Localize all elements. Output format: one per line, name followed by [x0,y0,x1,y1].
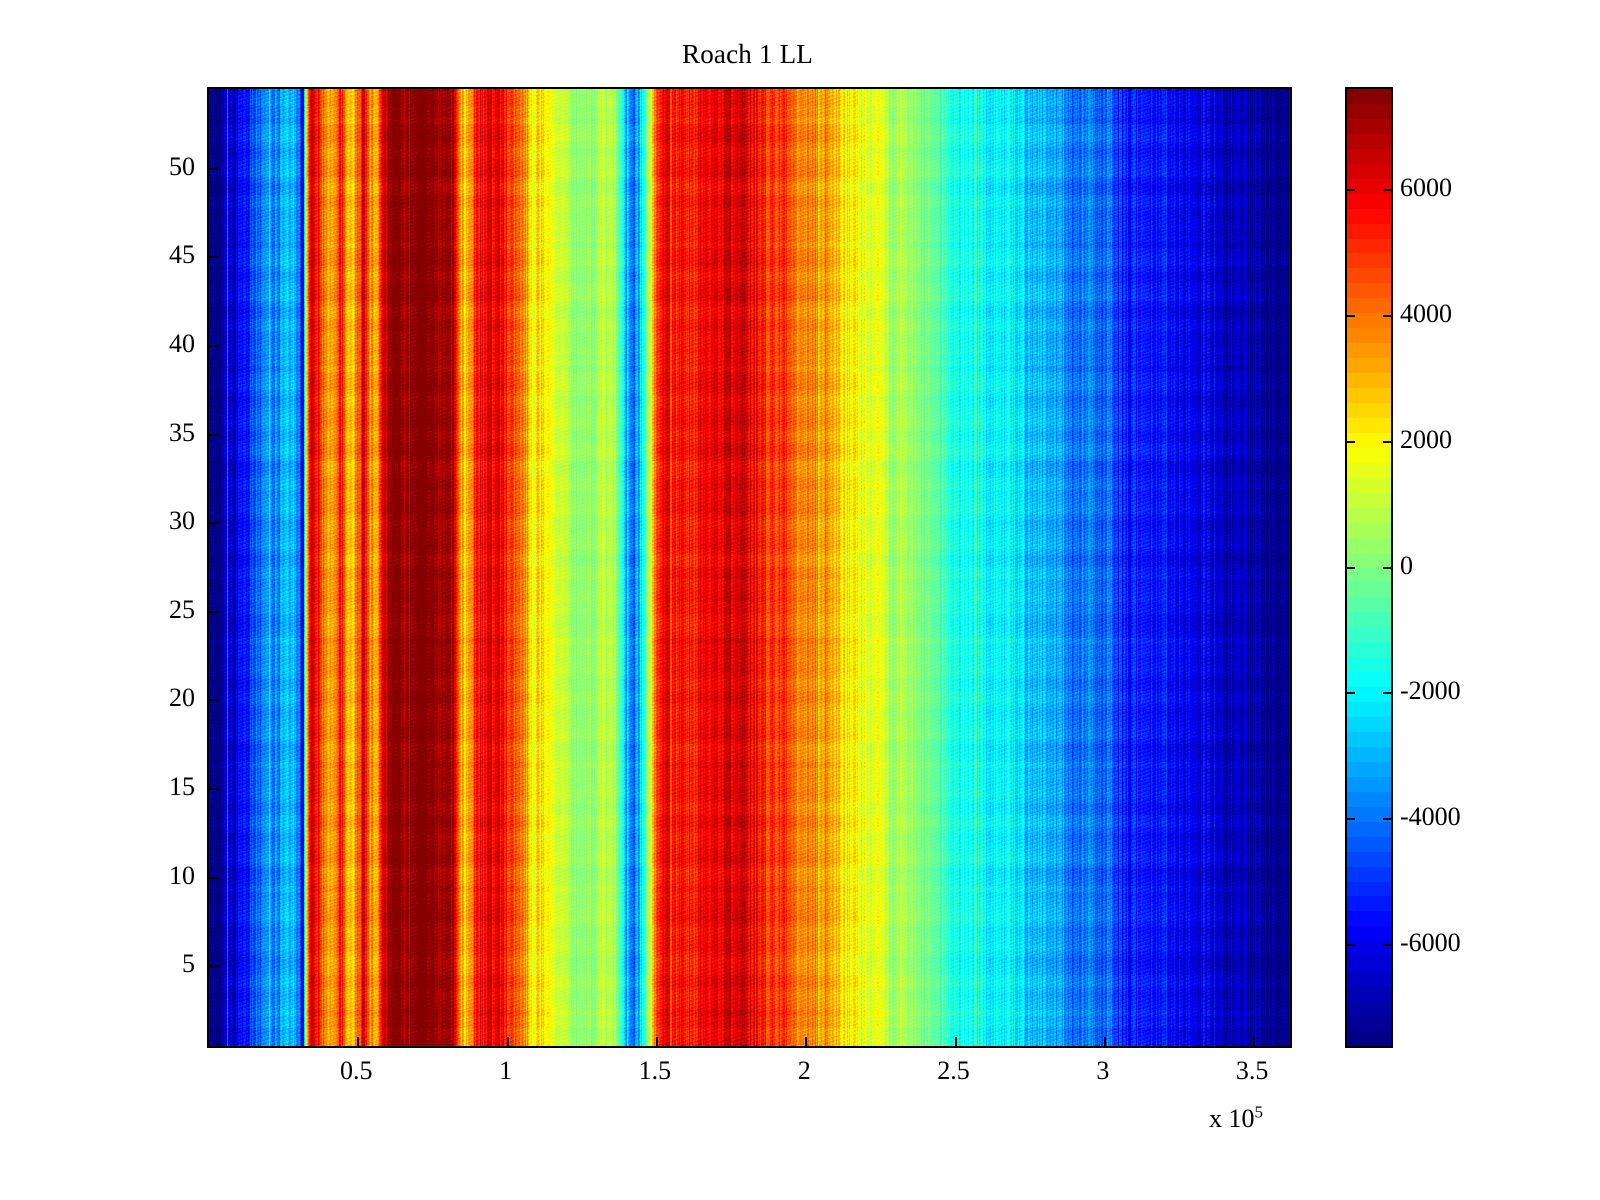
x-axis-tick-label: 0.5 [340,1056,373,1085]
heatmap-image [209,89,1290,1046]
y-axis-tick-mark [209,433,218,436]
colorbar-tick-label: 4000 [1400,298,1452,328]
colorbar[interactable] [1345,87,1393,1048]
y-axis-tick-label: 50 [169,151,195,181]
heatmap-axes[interactable] [207,87,1292,1048]
page-title: Roach 1 LL [682,39,813,69]
x-axis-tick-mark [1253,1037,1256,1046]
y-axis-tick-mark [209,344,218,347]
colorbar-tick-label: -4000 [1400,802,1461,832]
y-axis-tick-mark [209,965,218,968]
x-axis-tick-label: 3 [1096,1056,1110,1085]
y-axis-tick-mark [209,522,218,525]
colorbar-tick-label: 2000 [1400,424,1452,454]
colorbar-tick-mark [1383,818,1391,821]
colorbar-tick-label: -6000 [1400,928,1461,958]
x-axis-tick-mark [1103,1037,1106,1046]
y-axis-tick-mark [209,788,218,791]
colorbar-tick-mark [1383,566,1391,569]
colorbar-tick-mark [1347,692,1355,695]
x-axis-tick-label: 2 [797,1056,811,1085]
y-axis-tick-label: 20 [169,683,195,713]
x-axis-tick-label: 1 [499,1056,513,1085]
y-axis-tick-mark [209,167,218,170]
x-axis-tick-label: 1.5 [638,1056,672,1085]
y-axis-tick-label: 15 [169,772,195,802]
y-axis-tick-mark [209,876,218,879]
colorbar-tick-label: 6000 [1400,172,1452,202]
y-axis-tick-label: 5 [182,949,195,979]
x-axis-tick-mark [506,1037,509,1046]
y-axis-tick-label: 10 [169,860,195,890]
y-axis-tick-label: 35 [169,417,195,447]
colorbar-tick-label: 0 [1400,550,1413,580]
colorbar-tick-mark [1347,440,1355,443]
colorbar-tick-mark [1347,944,1355,947]
x-axis-tick-mark [357,1037,360,1046]
colorbar-tick-mark [1383,692,1391,695]
y-axis-tick-label: 30 [169,506,195,536]
x-axis-tick-mark [954,1037,957,1046]
x-axis-exponent-base: x 10 [1209,1104,1255,1133]
colorbar-tick-mark [1383,314,1391,317]
x-axis-exponent-label: x 105 [1209,1102,1264,1133]
x-axis-tick-mark [655,1037,658,1046]
y-axis-tick-label: 40 [169,328,195,358]
y-axis-tick-mark [209,699,218,702]
colorbar-tick-mark [1383,440,1391,443]
x-axis-exponent-power: 5 [1254,1102,1264,1122]
colorbar-tick-mark [1347,188,1355,191]
colorbar-tick-mark [1347,314,1355,317]
x-axis-tick-mark [805,1037,808,1046]
colorbar-tick-mark [1383,944,1391,947]
colorbar-tick-mark [1383,188,1391,191]
y-axis-tick-mark [209,610,218,613]
x-axis-tick-label: 3.5 [1235,1056,1269,1085]
colorbar-tick-mark [1347,566,1355,569]
y-axis-tick-mark [209,256,218,259]
colorbar-tick-mark [1347,818,1355,821]
y-axis-tick-label: 45 [169,240,195,270]
y-axis-tick-label: 25 [169,594,195,624]
x-axis-tick-label: 2.5 [937,1056,970,1085]
colorbar-tick-label: -2000 [1400,676,1461,706]
